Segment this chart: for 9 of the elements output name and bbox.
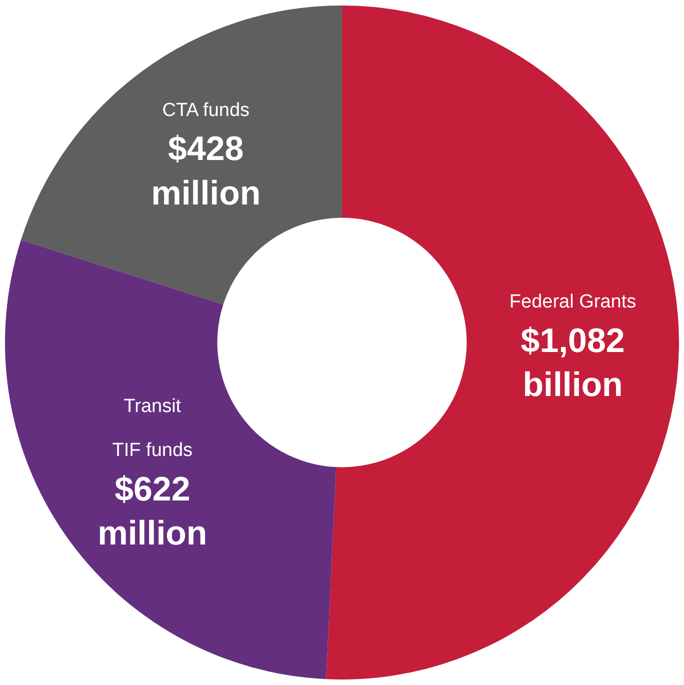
data-label: $1,082 billion	[520, 322, 625, 404]
slice-label: Federal Grants	[509, 292, 636, 313]
category-label: Transit TIF funds	[112, 396, 193, 462]
donut-slice	[6, 240, 336, 680]
donut-slice	[21, 6, 342, 305]
slice-label: CTA funds	[162, 100, 250, 121]
data-label: $428 million	[151, 130, 261, 212]
donut-slice	[326, 6, 679, 680]
data-label: $622 million	[98, 470, 208, 552]
